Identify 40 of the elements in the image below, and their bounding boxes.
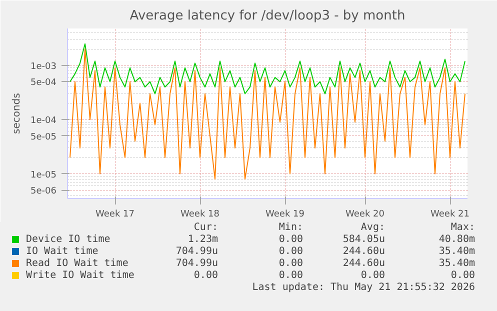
- y-axis-title: seconds: [12, 93, 23, 134]
- text: 0.00: [278, 270, 303, 282]
- x-tick-label: Week 20: [346, 210, 385, 220]
- line-series: [70, 48, 466, 180]
- text: 0.00: [450, 270, 475, 282]
- y-tick-label: 1e-03: [30, 62, 57, 72]
- legend-label: IO Wait time: [26, 246, 98, 258]
- text: Min:: [278, 222, 303, 234]
- chart-title: Average latency for /dev/loop3 - by month: [130, 8, 406, 24]
- y-tick-label: 1e-04: [30, 116, 57, 126]
- text: 0.00: [278, 258, 303, 270]
- y-tick-label: 5e-05: [30, 132, 57, 142]
- text: 584.05u: [342, 234, 385, 246]
- y-tick-label: 5e-04: [30, 78, 57, 88]
- legend-label: Device IO time: [26, 234, 110, 246]
- text: Max:: [450, 222, 475, 234]
- text: 704.99u: [176, 258, 218, 270]
- text: 40.80m: [438, 234, 475, 246]
- text: 0.00: [360, 270, 385, 282]
- text: 244.60u: [342, 246, 385, 258]
- text: 704.99u: [176, 246, 218, 258]
- x-tick-label: Week 18: [180, 210, 220, 220]
- text: 244.60u: [342, 258, 385, 270]
- text: Avg:: [360, 222, 385, 234]
- legend-label: Write IO Wait time: [26, 270, 134, 282]
- text: 0.00: [278, 246, 303, 258]
- y-tick-label: 1e-05: [30, 170, 57, 180]
- x-tick-label: Week 21: [430, 210, 470, 220]
- line-series: [70, 43, 466, 94]
- x-tick-label: Week 17: [96, 210, 134, 220]
- text: 35.40m: [438, 258, 475, 270]
- text: 1.23m: [188, 234, 218, 246]
- x-tick-label: Week 19: [266, 210, 305, 220]
- legend-label: Read IO Wait time: [26, 258, 128, 270]
- text: 35.40m: [438, 246, 475, 258]
- text: 0.00: [278, 234, 303, 246]
- text: 0.00: [194, 270, 218, 282]
- text: Cur:: [194, 222, 218, 234]
- text: Last update: Thu May 21 21:55:32 2026: [252, 282, 475, 294]
- y-tick-label: 5e-06: [30, 186, 57, 197]
